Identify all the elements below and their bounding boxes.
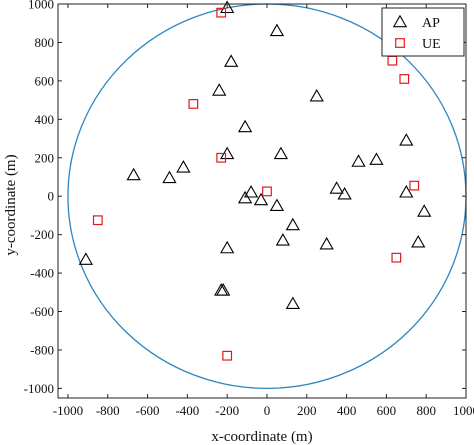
y-tick-label: 1000 — [28, 0, 54, 12]
ue-point — [216, 152, 227, 163]
y-tick-label: 800 — [35, 35, 55, 50]
ue-point — [216, 7, 227, 18]
ue-point — [262, 186, 272, 197]
ap-point — [417, 204, 432, 217]
y-tick-label: 0 — [48, 189, 55, 204]
ap-point — [162, 170, 177, 184]
ap-point — [269, 198, 285, 212]
plot-frame — [57, 3, 467, 399]
ap-point — [399, 133, 414, 146]
ap-point — [212, 83, 227, 96]
ap-point — [285, 217, 300, 231]
x-axis-label: x-coordinate (m) — [211, 429, 312, 445]
legend-entry-ue: UE — [395, 37, 441, 52]
ap-point — [275, 233, 291, 246]
ue-point — [409, 180, 420, 191]
x-tick-label: 600 — [377, 403, 397, 418]
ap-point — [309, 88, 324, 102]
ap-point — [126, 167, 141, 181]
ap-point — [214, 283, 229, 296]
x-tick-label: 800 — [416, 403, 436, 418]
legend-entry-ap: AP — [392, 14, 440, 31]
y-axis-label: y-coordinate (m) — [3, 154, 19, 255]
legend-ap-label: AP — [422, 16, 440, 31]
x-tick-label: 1000 — [453, 403, 474, 418]
ap-point — [269, 23, 285, 37]
y-tick-label: -1000 — [24, 381, 54, 396]
ap-point — [220, 0, 235, 14]
y-tick-label: -600 — [30, 304, 54, 319]
ue-point — [92, 215, 103, 226]
x-axis: -1000 -800 -600 -400 -200 0 200 400 600 800 1000 — [53, 4, 474, 418]
x-tick-label: 0 — [264, 403, 271, 418]
x-tick-label: 200 — [297, 403, 317, 418]
legend: AP UE — [381, 7, 465, 57]
ap-point — [220, 240, 235, 254]
ap-point — [253, 192, 269, 206]
plot-border — [57, 3, 467, 399]
y-axis: -1000 -800 -600 -400 -200 0 200 400 600 800 1000 — [24, 0, 466, 396]
x-tick-label: -600 — [136, 403, 160, 418]
ap-point — [78, 252, 94, 265]
ap-point — [329, 181, 344, 194]
y-tick-label: -400 — [30, 266, 54, 281]
ue-point — [391, 252, 402, 263]
ap-point — [351, 154, 366, 167]
y-tick-label: 400 — [35, 112, 55, 127]
ap-point — [411, 235, 426, 248]
legend-ue-marker — [395, 38, 405, 48]
ue-point — [399, 74, 410, 84]
x-tick-label: 400 — [337, 403, 357, 418]
ap-point — [285, 296, 300, 310]
ap-point — [399, 185, 414, 198]
data-points — [78, 0, 432, 361]
x-tick-label: -200 — [215, 403, 239, 418]
x-tick-label: -400 — [175, 403, 199, 418]
ap-point — [337, 186, 352, 200]
y-tick-label: -800 — [30, 342, 54, 357]
legend-ue-label: UE — [422, 37, 441, 52]
ap-point — [224, 54, 239, 67]
x-tick-label: -1000 — [53, 403, 83, 418]
ue-point — [188, 99, 199, 109]
ap-point — [273, 146, 289, 160]
ap-point — [176, 160, 191, 173]
series-ue — [92, 7, 420, 361]
series-ap — [78, 0, 432, 310]
ap-point — [237, 190, 253, 204]
ap-point — [319, 236, 334, 250]
y-tick-label: 200 — [35, 150, 55, 165]
legend-ap-marker — [392, 14, 408, 28]
ap-point — [369, 152, 384, 165]
x-tick-label: -800 — [96, 403, 120, 418]
y-tick-label: 600 — [35, 73, 55, 88]
y-tick-label: -200 — [30, 227, 54, 242]
ue-point — [222, 350, 233, 361]
ap-point — [237, 119, 253, 133]
legend-box — [381, 7, 465, 57]
ap-point — [243, 185, 259, 198]
